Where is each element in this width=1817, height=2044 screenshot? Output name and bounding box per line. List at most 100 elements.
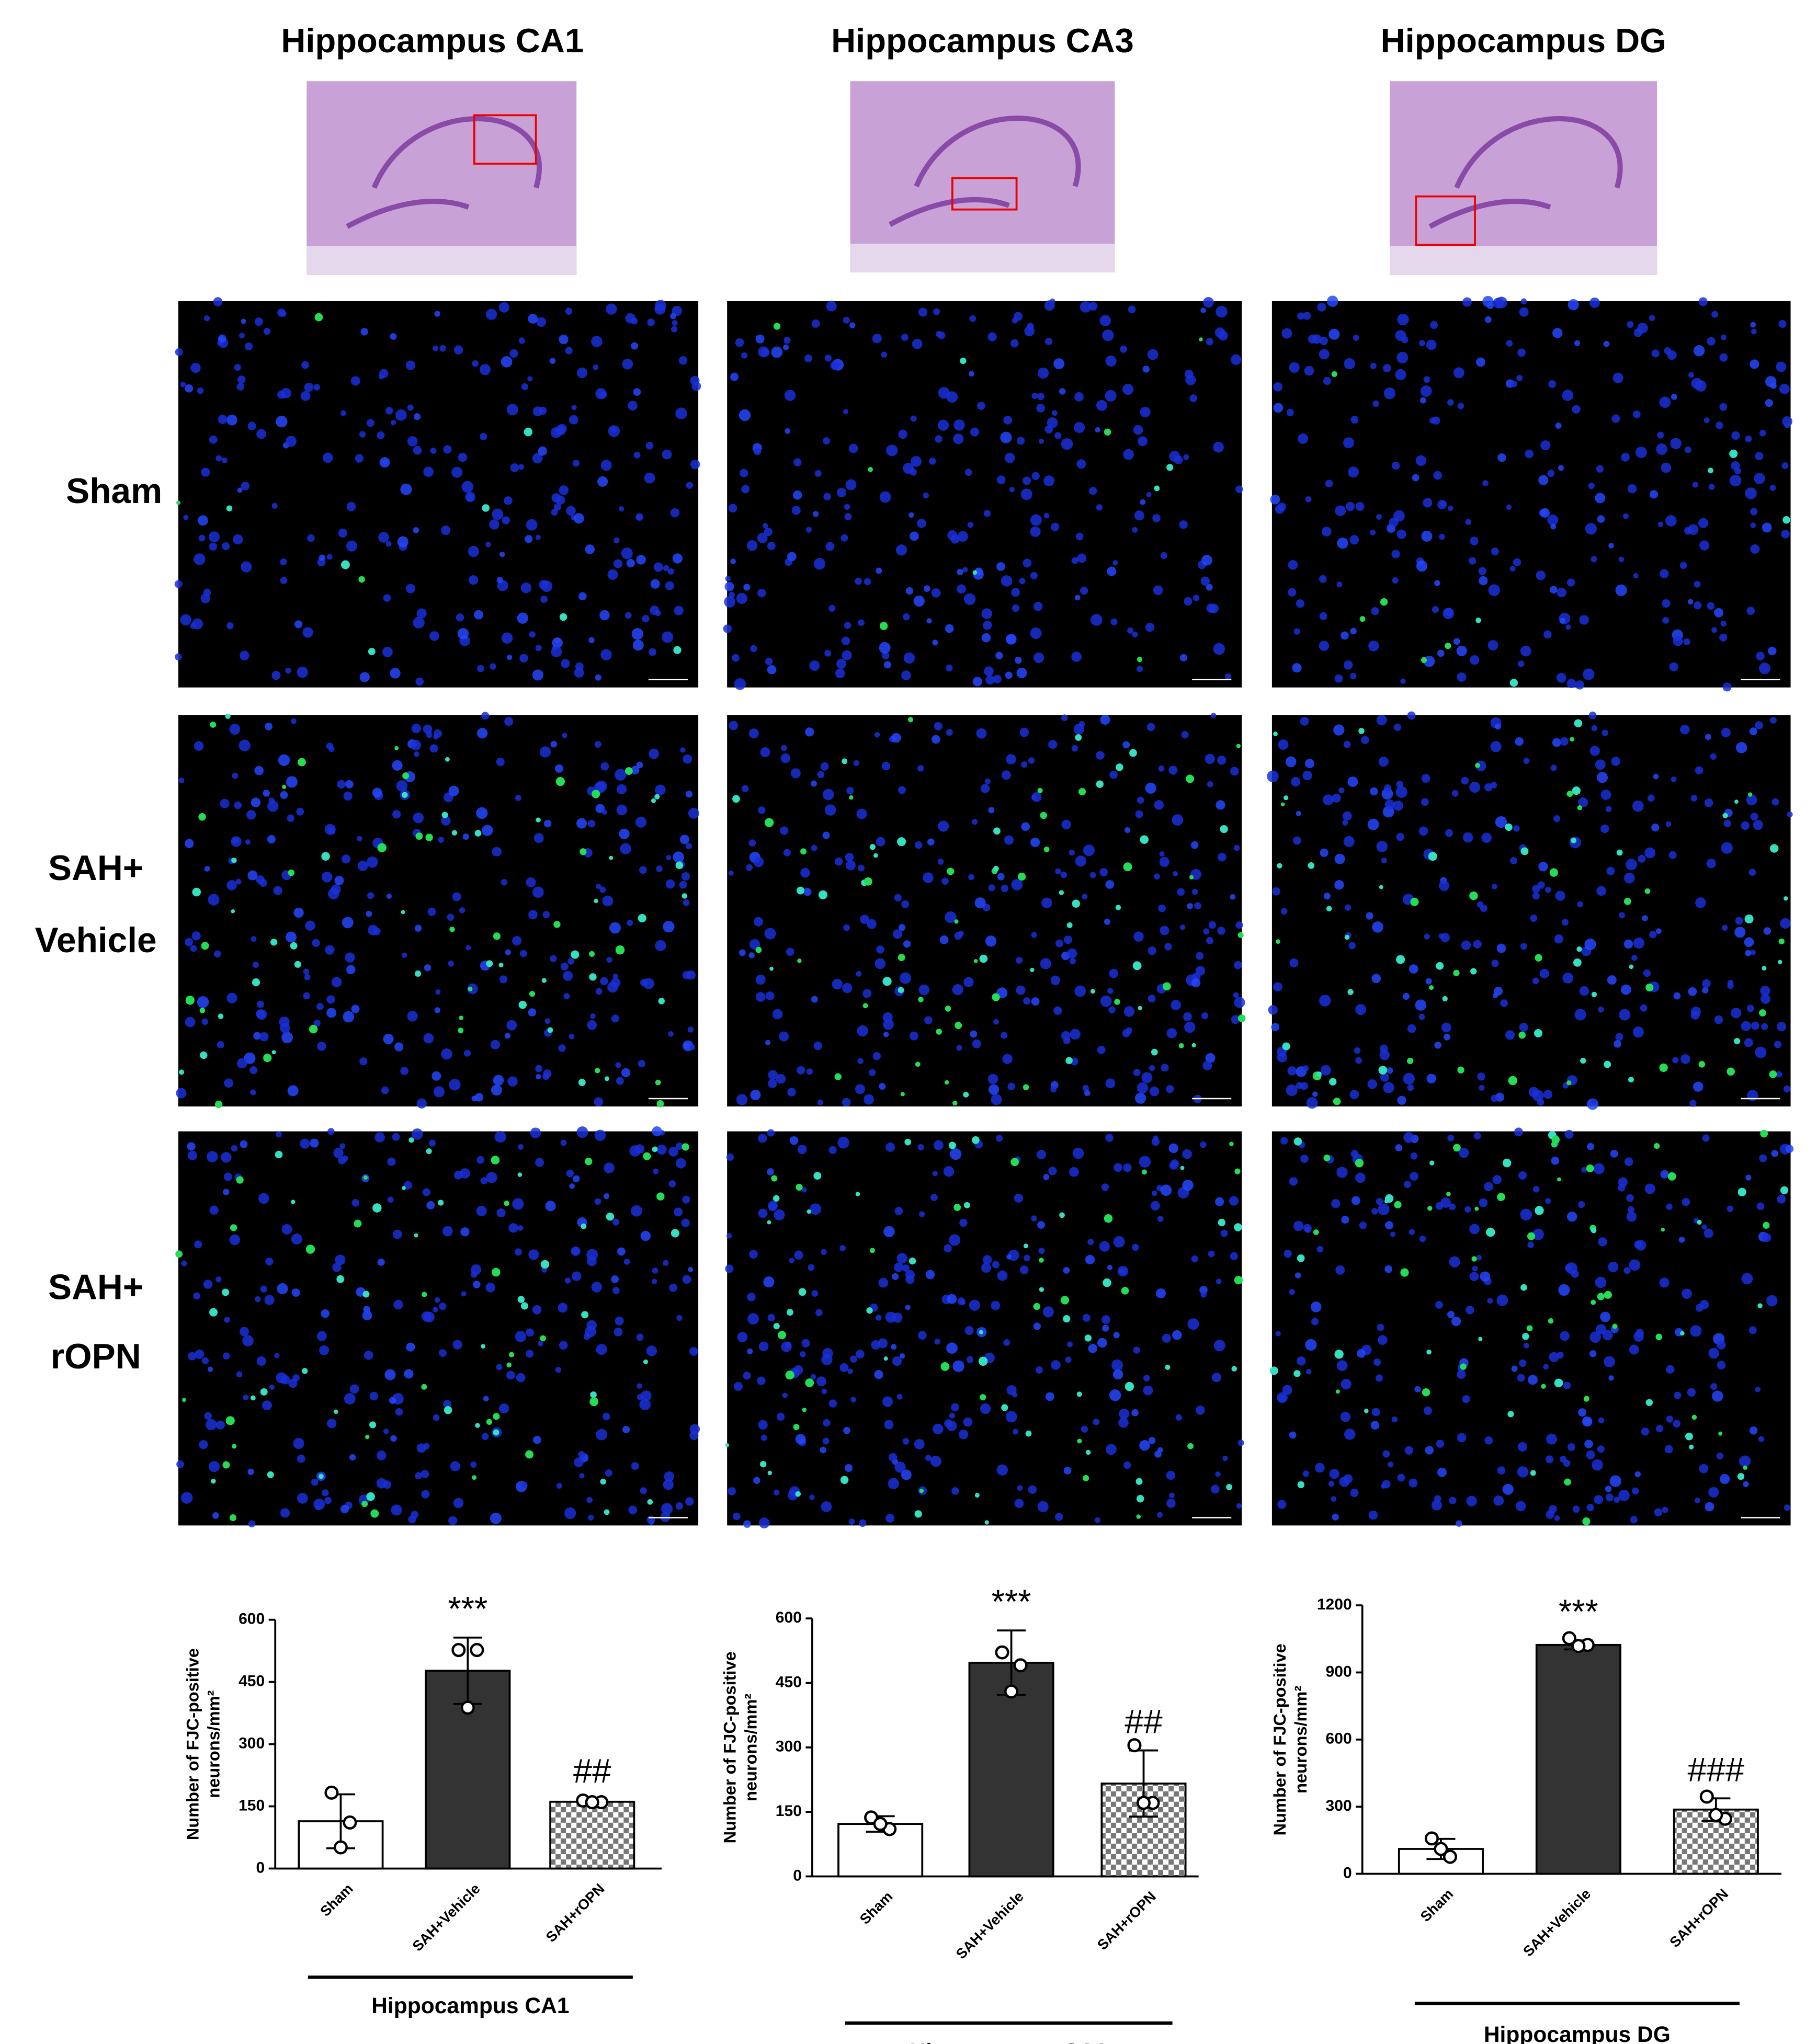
cell: [229, 724, 241, 735]
cell: [1085, 1254, 1095, 1264]
cell: [1361, 736, 1369, 744]
cell: [1770, 717, 1777, 724]
cell: [378, 532, 389, 543]
fjc-cell: [797, 958, 802, 963]
cell: [1409, 1478, 1418, 1488]
cell: [459, 907, 465, 913]
fjc-cell: [1475, 618, 1481, 623]
cell: [1721, 842, 1733, 854]
cell: [1100, 714, 1110, 725]
cell: [1298, 433, 1309, 444]
fjc-cell: [1780, 1186, 1789, 1194]
cell: [240, 1140, 248, 1148]
cell: [563, 993, 570, 1000]
cell: [1783, 1085, 1791, 1093]
cell: [1670, 438, 1682, 449]
cell: [1312, 334, 1322, 344]
cell: [378, 374, 384, 380]
cell: [1538, 862, 1548, 872]
cell: [415, 677, 424, 686]
cell: [359, 672, 370, 682]
cell: [1769, 485, 1776, 491]
cell: [296, 807, 304, 816]
cell: [559, 485, 569, 495]
cell: [737, 1332, 748, 1343]
cell: [1289, 1289, 1295, 1295]
cell: [366, 910, 372, 917]
cell: [443, 1400, 451, 1409]
cell: [1466, 1495, 1477, 1506]
cell: [529, 631, 536, 638]
cell: [1101, 1183, 1109, 1191]
cell: [239, 333, 245, 339]
cell: [1682, 1197, 1690, 1206]
cell: [1306, 1369, 1312, 1375]
cell: [883, 661, 891, 669]
fjc-cell: [855, 1192, 860, 1196]
cell: [1687, 524, 1699, 535]
cell: [681, 1218, 690, 1227]
cell: [1662, 1506, 1668, 1513]
cell: [1133, 425, 1143, 435]
fjc-cell: [600, 1478, 606, 1485]
fjc-cell: [647, 1499, 653, 1505]
cell: [967, 522, 974, 528]
cell: [1122, 383, 1134, 395]
fjc-cell: [1335, 1389, 1340, 1394]
cell: [1217, 927, 1225, 935]
data-point: [1013, 1658, 1028, 1673]
cell: [560, 1139, 567, 1146]
cell: [1654, 1508, 1663, 1516]
fjc-cell: [333, 1409, 338, 1414]
y-tick-label: 450: [239, 1673, 265, 1690]
cell: [195, 1349, 205, 1359]
cell: [1031, 997, 1040, 1006]
cell: [1300, 1155, 1309, 1163]
cell: [175, 653, 182, 660]
fjc-cell: [518, 1000, 527, 1009]
fjc-cell: [309, 1024, 318, 1034]
cell: [558, 1303, 568, 1313]
cell: [1060, 871, 1068, 878]
cell: [467, 983, 478, 995]
fjc-cell: [1616, 849, 1623, 856]
cell: [685, 1497, 694, 1506]
cell: [387, 1196, 394, 1203]
cell: [901, 334, 908, 341]
cell: [1319, 612, 1327, 620]
cell: [1371, 607, 1379, 615]
cell: [392, 1229, 402, 1239]
cell: [405, 584, 416, 593]
cell: [259, 1032, 269, 1042]
cell: [1043, 475, 1054, 486]
cell: [1030, 514, 1042, 526]
cell: [666, 854, 672, 860]
y-tick-label: 600: [1326, 1730, 1352, 1748]
cell: [1083, 844, 1095, 857]
cell: [1717, 1340, 1726, 1350]
x-tick-label: Sham: [857, 1888, 896, 1927]
cell: [934, 1338, 940, 1345]
cell: [502, 516, 510, 524]
cell: [1551, 1156, 1560, 1165]
cell: [841, 636, 850, 645]
cell: [197, 996, 209, 1008]
cell: [175, 348, 183, 356]
cell: [1418, 1013, 1425, 1020]
cell: [1550, 586, 1558, 593]
cell: [1624, 1157, 1633, 1167]
data-point: [1571, 1639, 1586, 1653]
cell: [925, 1270, 935, 1280]
cell: [758, 1134, 767, 1143]
fjc-cell: [652, 1146, 658, 1152]
cell: [1030, 572, 1038, 579]
cell: [674, 1207, 683, 1217]
cell: [856, 971, 862, 977]
cell: [1164, 943, 1172, 951]
cell: [1055, 939, 1064, 947]
cell: [544, 1018, 551, 1024]
cell: [1140, 499, 1146, 505]
cell: [1558, 465, 1564, 471]
cell: [566, 1169, 574, 1178]
cell: [550, 955, 557, 962]
